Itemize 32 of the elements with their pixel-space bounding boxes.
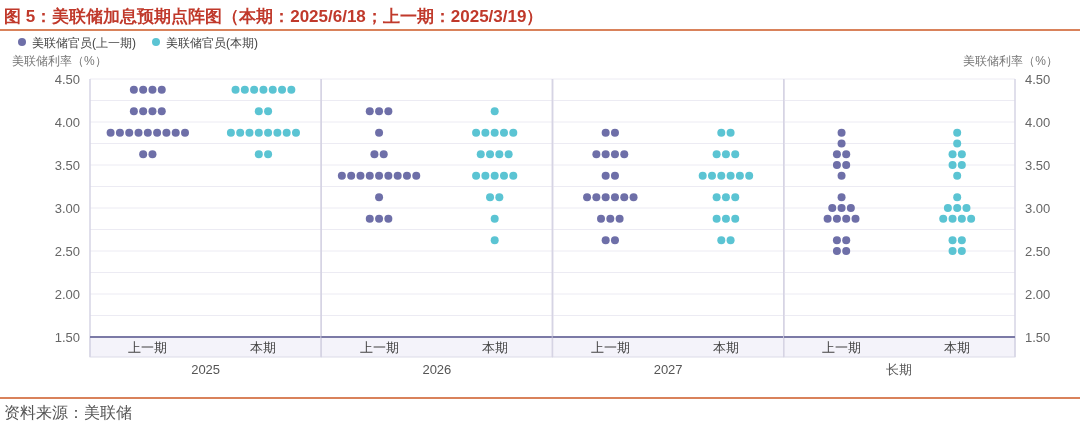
x-tick-label: 本期 [944, 341, 971, 355]
y2-tick-label: 2.50 [1025, 243, 1051, 259]
y2-tick-label: 3.50 [1025, 157, 1051, 173]
x-tick-label: 本期 [712, 341, 739, 355]
x-tick-label: 上一期 [822, 341, 862, 355]
y-tick-label: 4.50 [54, 71, 80, 87]
y2-axis-title: 美联储利率（%） [963, 54, 1058, 68]
x-tick-label: 上一期 [590, 341, 630, 355]
y-tick-label: 1.50 [54, 329, 80, 345]
y-tick-label: 3.50 [54, 157, 80, 173]
y-tick-label: 3.00 [54, 200, 80, 216]
y-tick-label: 2.50 [54, 243, 80, 259]
x-tick-label: 本期 [481, 341, 508, 355]
x-tick-label: 上一期 [359, 341, 399, 355]
legend-label: 美联储官员(上一期) [32, 35, 136, 50]
y-axis-title: 美联储利率（%） [12, 54, 107, 68]
x-axis-title: 2027 [653, 362, 683, 377]
y2-tick-label: 3.00 [1025, 200, 1051, 216]
x-axis-title: 2026 [422, 362, 452, 377]
chart-title: 图 5：美联储加息预期点阵图（本期：2025/6/18；上一期：2025/3/19） [4, 7, 544, 26]
x-axis-title: 长期 [886, 362, 913, 377]
y-tick-label: 2.00 [54, 286, 80, 302]
y-tick-label: 4.00 [54, 114, 80, 130]
y2-tick-label: 2.00 [1025, 286, 1051, 302]
text: 资料来源：美联储 [4, 404, 132, 421]
x-tick-label: 本期 [250, 341, 277, 355]
x-tick-label: 上一期 [128, 341, 168, 355]
y2-tick-label: 1.50 [1025, 329, 1051, 345]
y2-tick-label: 4.50 [1025, 71, 1051, 87]
x-axis-title: 2025 [191, 362, 221, 377]
legend-label: 美联储官员(本期) [166, 35, 258, 50]
y2-tick-label: 4.00 [1025, 114, 1051, 130]
